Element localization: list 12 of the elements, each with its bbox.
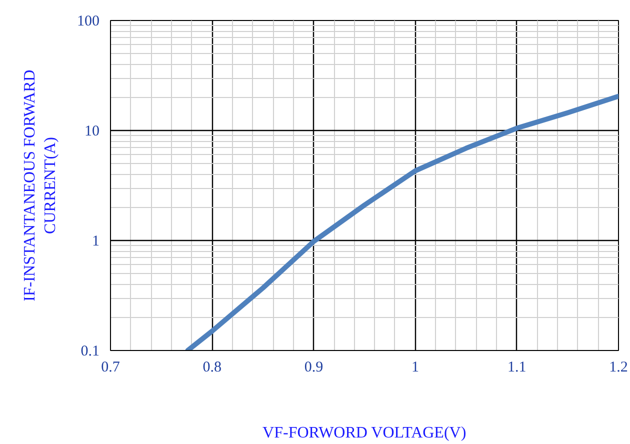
x-tick-label: 0.8 (202, 360, 222, 376)
x-tick-label: 1.1 (508, 360, 526, 376)
x-tick-label: 0.7 (101, 360, 120, 376)
x-tick-label: 0.9 (304, 360, 324, 376)
x-tick-label: 1.2 (609, 360, 628, 376)
x-tick-label: 1 (412, 360, 420, 376)
y-tick-label: 100 (77, 14, 100, 30)
x-axis-title: VF-FORWORD VOLTAGE(V) (262, 424, 466, 442)
y-tick-label: 1 (92, 234, 100, 250)
y-tick-label: 0.1 (80, 344, 100, 360)
y-tick-label: 10 (84, 124, 100, 140)
y-axis-title: IF-INSTANTANEOUS FORWARD CURRENT(A) (22, 70, 59, 302)
